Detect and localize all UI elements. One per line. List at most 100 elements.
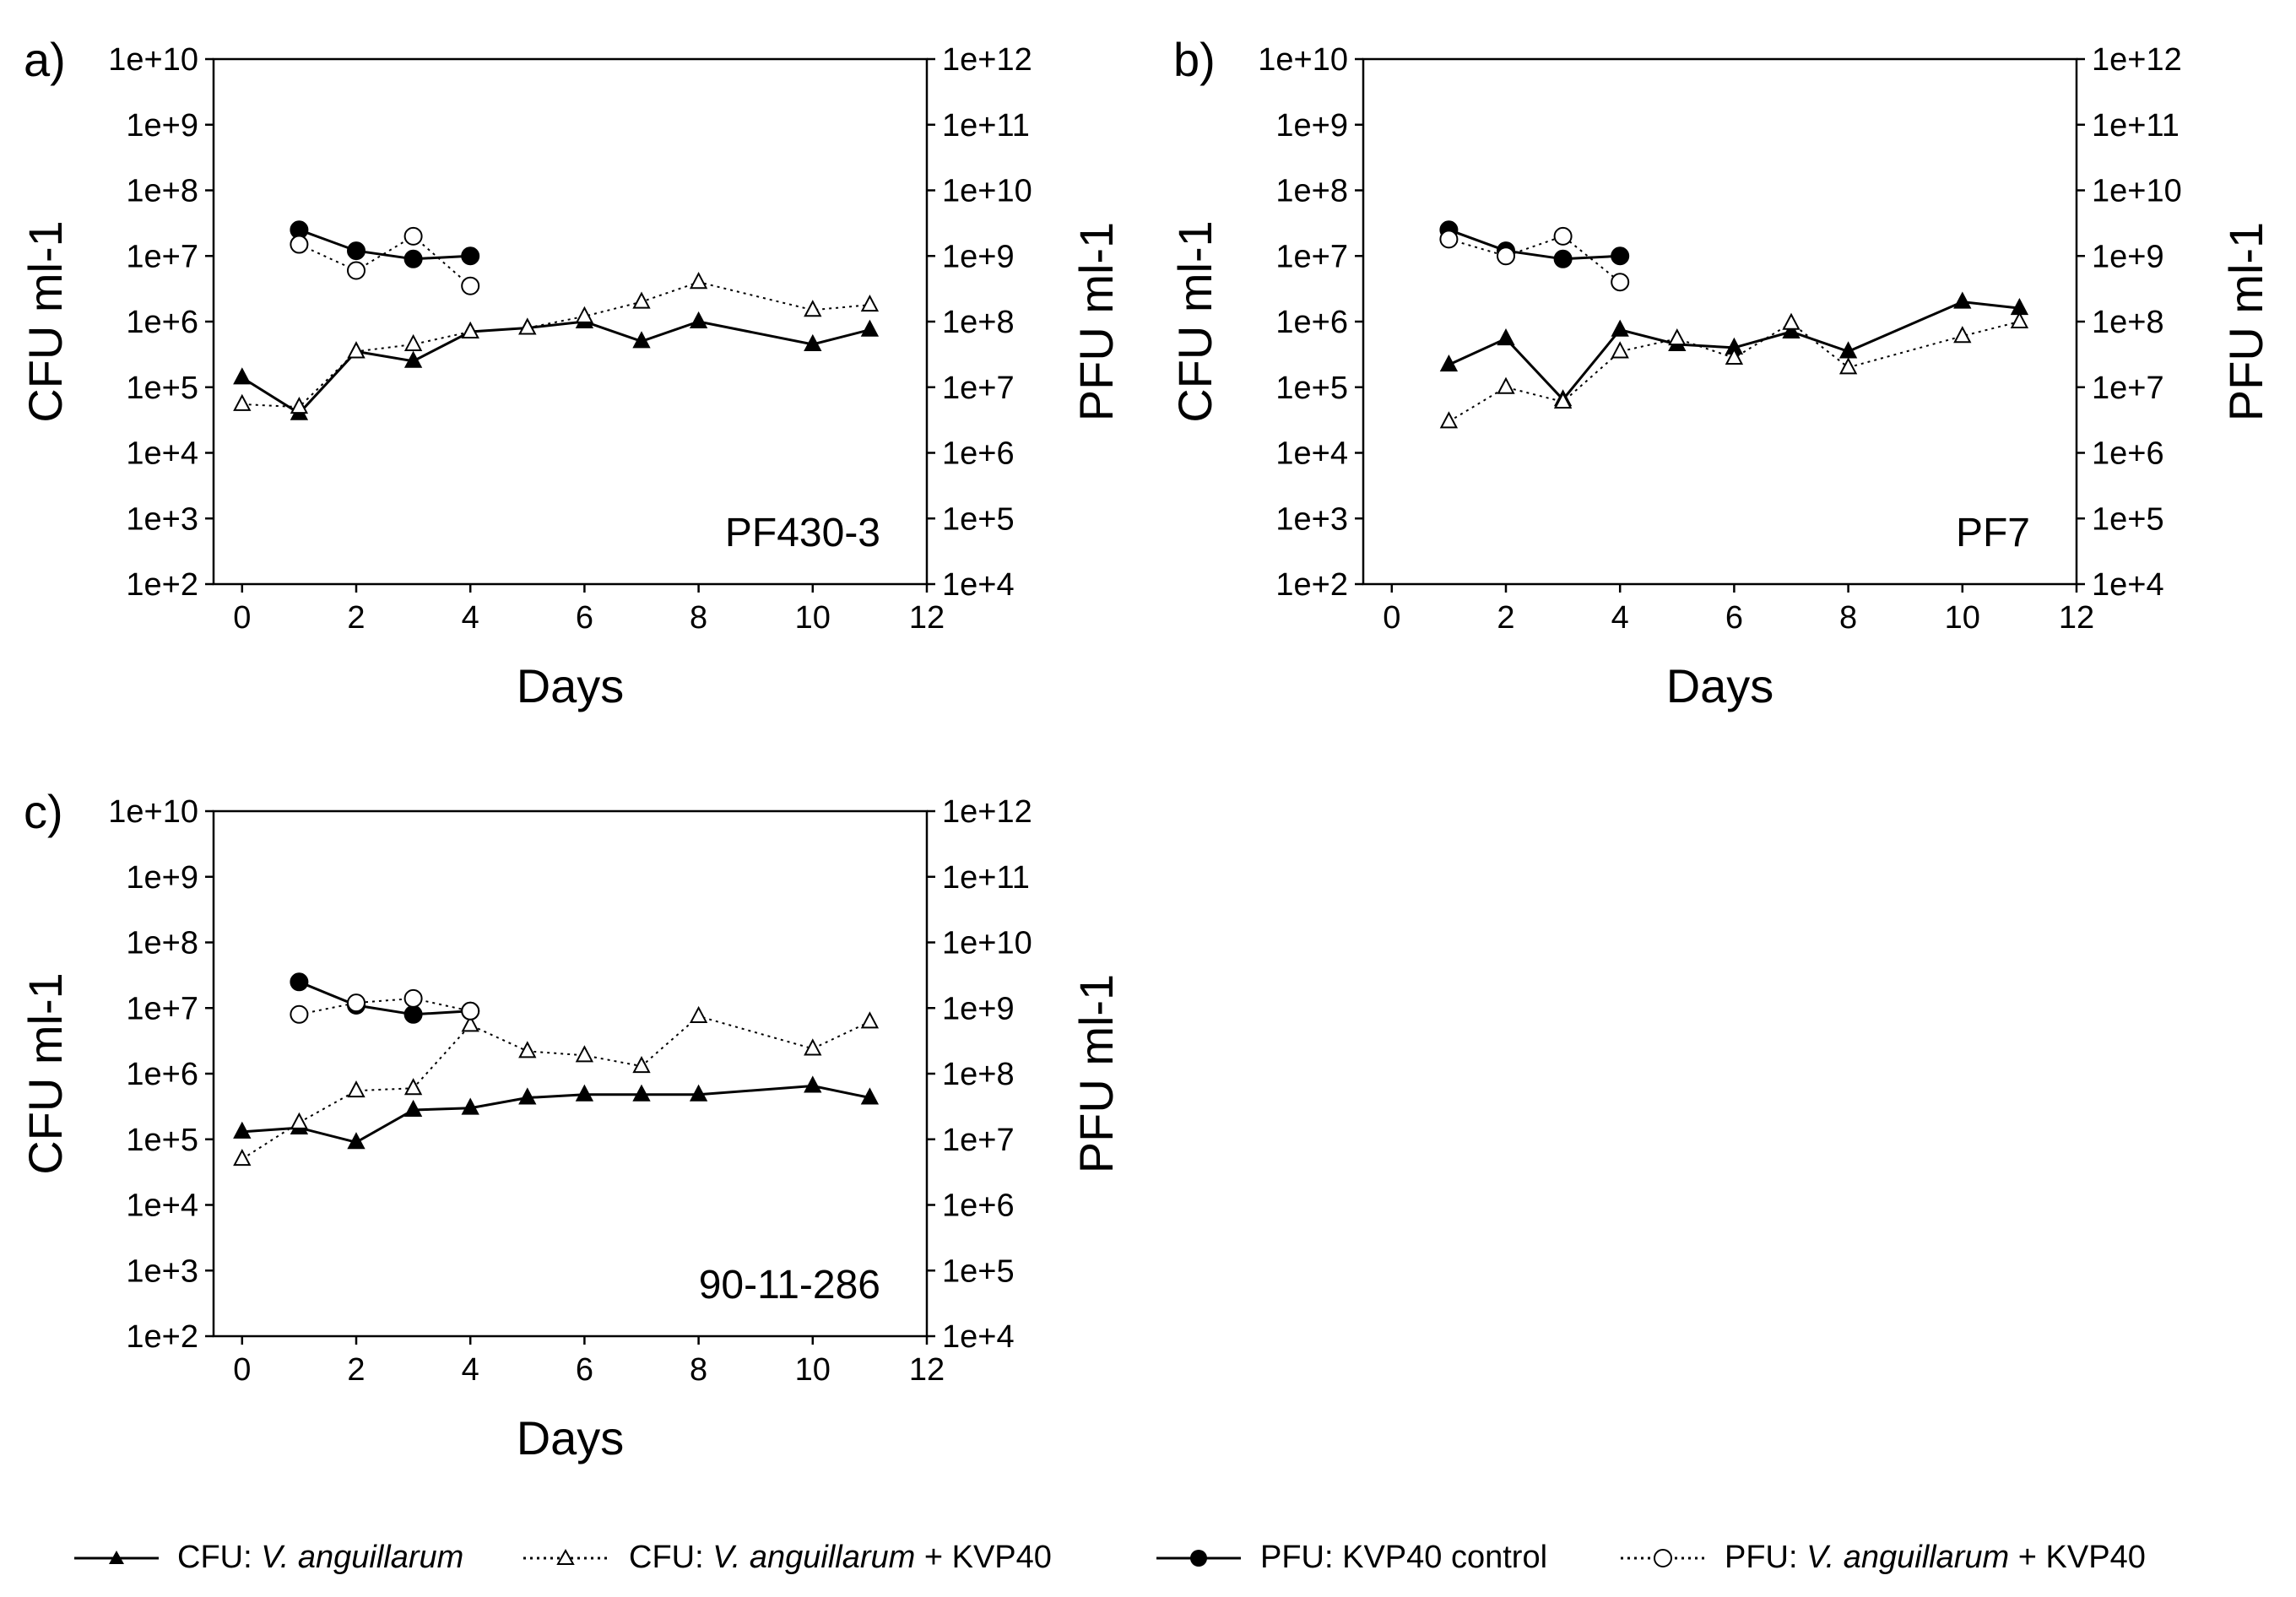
data-point	[1497, 376, 1515, 394]
panel-a: 1e+2 1e+3 1e+4 1e+5 1e+6 1e+7 1e+8 1e+9 1e+10 1e+…	[19, 33, 1123, 712]
data-point	[403, 249, 423, 268]
x-tick-label: 6	[576, 1352, 593, 1388]
data-point	[403, 350, 423, 368]
y2-tick-label: 1e+5	[2092, 501, 2164, 537]
data-point	[403, 1004, 423, 1024]
x-tick-label: 12	[2059, 600, 2094, 636]
x-tick-label: 2	[347, 600, 365, 636]
data-point	[233, 367, 252, 385]
x-tick-label: 0	[233, 600, 251, 636]
y2-tick-label: 1e+6	[2092, 436, 2164, 472]
data-point	[233, 1149, 252, 1167]
data-point	[804, 333, 822, 351]
series-line	[1449, 235, 1621, 283]
data-point	[575, 306, 594, 323]
data-point	[461, 246, 480, 266]
x-tick-label: 6	[576, 600, 593, 636]
y2-tick-label: 1e+7	[942, 371, 1015, 406]
data-point	[290, 1004, 309, 1024]
y2-tick-label: 1e+9	[942, 239, 1015, 274]
data-point	[1439, 230, 1459, 249]
data-point	[461, 1015, 479, 1032]
y2-tick-label: 1e+4	[942, 567, 1015, 603]
x-tick-label: 12	[909, 600, 945, 636]
y2-tick-label: 1e+6	[942, 1188, 1015, 1224]
y2-tick-label: 1e+7	[2092, 371, 2164, 406]
y-tick-label: 1e+9	[126, 860, 198, 896]
legend-item-cfu-va: CFU: V. anguillarum	[74, 1540, 463, 1575]
y-tick-label: 1e+4	[126, 436, 198, 472]
data-point	[1553, 249, 1573, 268]
series-line	[298, 235, 471, 287]
data-point	[233, 393, 252, 411]
y-tick-label: 1e+10	[108, 794, 198, 830]
y2-tick-label: 1e+12	[2092, 42, 2182, 78]
x-tick-label: 10	[795, 1352, 831, 1388]
data-point	[403, 1078, 423, 1096]
y-tick-label: 1e+10	[1258, 42, 1348, 78]
y-axis-title: CFU ml-1	[19, 220, 72, 423]
x-axis-title: Days	[1666, 659, 1774, 712]
y2-tick-label: 1e+8	[2092, 305, 2164, 340]
y2-tick-label: 1e+12	[942, 794, 1032, 830]
y-tick-label: 1e+9	[1275, 108, 1348, 143]
data-point	[1439, 354, 1459, 372]
legend: CFU: V. anguillarum CFU: V. anguillarum …	[74, 1540, 2146, 1575]
data-point	[347, 341, 366, 359]
series-3	[290, 226, 480, 295]
series-line	[241, 1084, 870, 1144]
data-point	[804, 1038, 822, 1056]
series-3	[290, 988, 480, 1024]
y-tick-label: 1e+5	[126, 1123, 198, 1158]
legend-label: CFU: V. anguillarum	[177, 1540, 463, 1575]
series-0	[233, 1075, 880, 1150]
data-point	[1497, 246, 1515, 266]
y2-tick-label: 1e+11	[942, 860, 1030, 896]
x-tick-label: 4	[1611, 600, 1629, 636]
x-tick-label: 0	[233, 1352, 251, 1388]
data-point	[347, 993, 366, 1013]
data-point	[403, 333, 423, 351]
legend-open-circle-icon	[1654, 1549, 1672, 1567]
y2-tick-label: 1e+4	[2092, 567, 2164, 603]
x-tick-label: 8	[690, 600, 707, 636]
data-point	[1439, 411, 1459, 429]
data-point	[403, 1099, 423, 1117]
series-line	[298, 228, 471, 261]
series-line	[299, 997, 471, 1015]
x-tick-label: 12	[909, 1352, 945, 1388]
legend-open-triangle-icon	[556, 1548, 575, 1565]
data-point	[1782, 312, 1801, 330]
y-axis-title: CFU ml-1	[19, 972, 72, 1175]
data-point	[689, 1084, 708, 1102]
panel-label: c)	[24, 785, 63, 838]
y2-axis-title: PFU ml-1	[1069, 974, 1123, 1173]
y-tick-label: 1e+3	[126, 1253, 198, 1289]
data-point	[1497, 328, 1515, 346]
data-point	[860, 295, 880, 312]
y2-axis-title: PFU ml-1	[1069, 222, 1123, 421]
data-point	[632, 291, 651, 309]
plot-frame	[1362, 57, 2078, 586]
data-point	[1782, 321, 1801, 339]
y-tick-label: 1e+7	[126, 239, 198, 274]
y2-tick-label: 1e+10	[942, 926, 1032, 961]
y-tick-label: 1e+5	[1275, 371, 1348, 406]
data-point	[1725, 347, 1744, 365]
x-axis-title: Days	[517, 659, 625, 712]
x-tick-label: 0	[1383, 600, 1400, 636]
data-point	[575, 1045, 594, 1063]
data-point	[689, 272, 708, 290]
data-point	[1611, 273, 1630, 292]
data-point	[1611, 319, 1629, 337]
x-tick-label: 4	[462, 600, 479, 636]
series-0	[1439, 291, 2029, 407]
y-tick-label: 1e+6	[126, 1057, 198, 1092]
data-point	[347, 1080, 366, 1098]
legend-item-cfu-va-kvp40: CFU: V. anguillarum + KVP40	[523, 1540, 1052, 1575]
data-point	[233, 1121, 252, 1139]
data-point	[1553, 226, 1573, 246]
legend-label: PFU: V. anguillarum + KVP40	[1725, 1540, 2146, 1575]
x-tick-label: 10	[795, 600, 831, 636]
